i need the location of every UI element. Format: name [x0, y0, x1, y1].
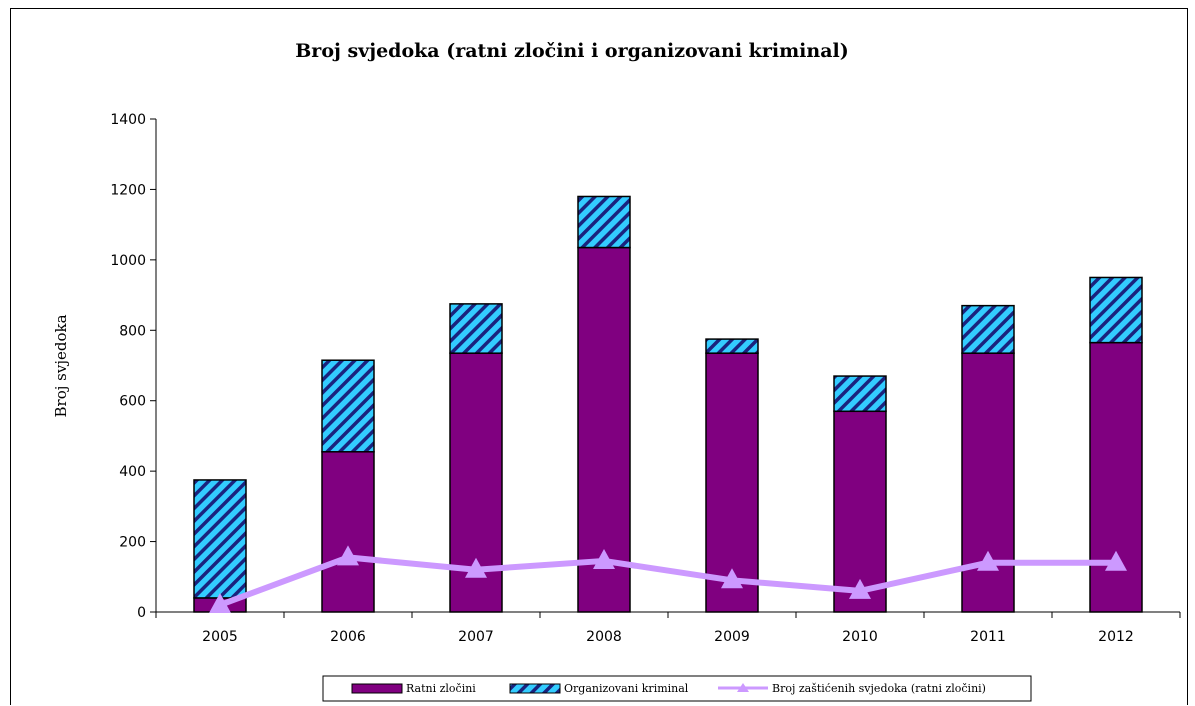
line-marker: [209, 592, 231, 613]
y-tick-label: 1400: [110, 112, 146, 128]
x-tick-label: 2011: [970, 629, 1006, 645]
y-tick-label: 600: [119, 394, 146, 410]
line-series: [218, 554, 1116, 608]
y-axis-label: Broj svjedoka: [52, 314, 70, 417]
bar-organizovani-kriminal: [1089, 276, 1143, 344]
bar-organizovani-kriminal: [833, 375, 887, 413]
line-marker: [1105, 550, 1127, 571]
legend-label-line: Broj zaštićenih svjedoka (ratni zločini): [772, 682, 986, 695]
bar-organizovani-kriminal: [961, 304, 1015, 354]
x-tick-label: 2010: [842, 629, 878, 645]
legend-label-organizovani: Organizovani kriminal: [564, 682, 689, 695]
x-tick-label: 2008: [586, 629, 622, 645]
x-tick-label: 2009: [714, 629, 750, 645]
bar-ratni-zlocini: [833, 410, 887, 613]
legend-swatch-organizovani: [509, 683, 561, 694]
x-tick-label: 2012: [1098, 629, 1134, 645]
bar-organizovani-kriminal: [577, 195, 631, 249]
legend-swatch-marker: [737, 683, 749, 692]
bar-ratni-zlocini: [1089, 341, 1143, 613]
legend-swatch-ratni: [351, 683, 403, 694]
y-tick-label: 1200: [110, 182, 146, 198]
legend-box: [322, 675, 1032, 702]
line-marker: [721, 568, 743, 589]
legend-label-ratni: Ratni zločini: [406, 682, 476, 695]
line-marker: [593, 548, 615, 569]
y-tick-label: 400: [119, 464, 146, 480]
bar-organizovani-kriminal: [705, 338, 759, 354]
y-tick-label: 800: [119, 323, 146, 339]
bar-ratni-zlocini: [961, 352, 1015, 613]
axes: 0 200 400 600 800 1000 1200 1400 2005 2006 2007 200…: [110, 112, 1181, 645]
x-tick-label: 2007: [458, 629, 494, 645]
bars: [193, 195, 1143, 613]
line-marker: [849, 578, 871, 599]
bar-organizovani-kriminal: [193, 479, 247, 599]
y-tick-label: 1000: [110, 253, 146, 269]
bar-organizovani-kriminal: [321, 359, 375, 453]
y-tick-label: 200: [119, 535, 146, 551]
line-marker: [337, 545, 359, 566]
bar-organizovani-kriminal: [449, 303, 503, 354]
line-marker: [977, 550, 999, 571]
legend: Ratni zločini Organizovani kriminal Broj…: [322, 675, 1032, 702]
protected-witness-line: [209, 545, 1127, 613]
bar-ratni-zlocini: [321, 451, 375, 613]
x-tick-label: 2005: [202, 629, 238, 645]
line-marker: [465, 557, 487, 578]
y-tick-label: 0: [137, 605, 146, 621]
chart-frame: [10, 8, 1188, 705]
x-tick-label: 2006: [330, 629, 366, 645]
chart-title: Broj svjedoka (ratni zločini i organizov…: [295, 40, 848, 62]
